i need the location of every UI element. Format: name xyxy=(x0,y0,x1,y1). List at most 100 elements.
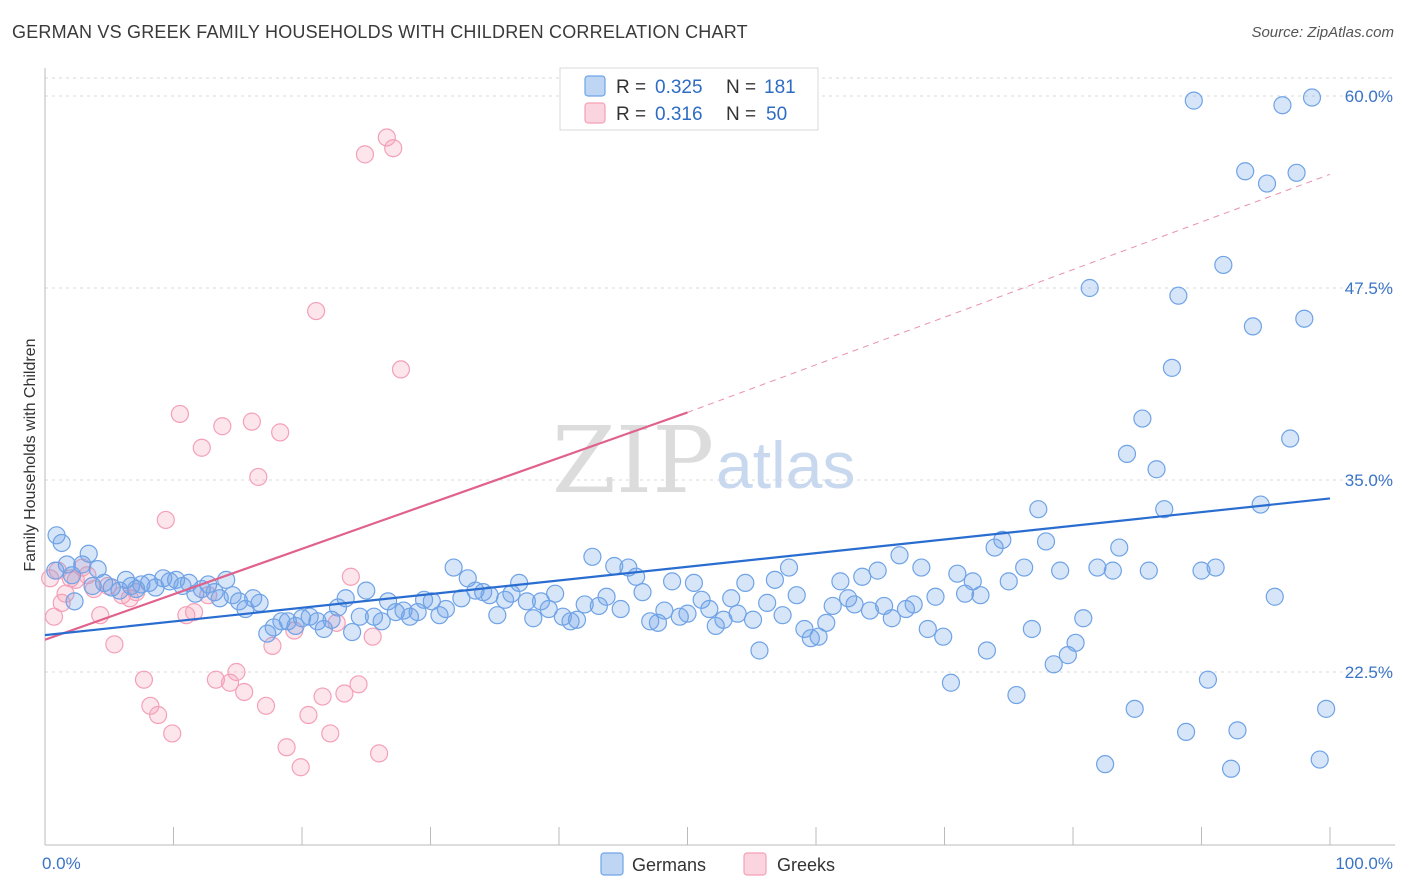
germans-point-16 xyxy=(132,575,151,594)
germans-point-135 xyxy=(985,538,1004,557)
germans-point-74 xyxy=(539,599,558,619)
germans-point-0 xyxy=(46,561,65,580)
germans-point-170 xyxy=(1243,317,1263,336)
germans-point-132 xyxy=(963,572,982,591)
germans-point-157 xyxy=(1147,460,1166,479)
germans-point-126 xyxy=(918,619,937,639)
germans-point-3 xyxy=(57,555,76,574)
germans-point-162 xyxy=(1184,91,1203,110)
germans-point-101 xyxy=(736,573,755,593)
germans-point-34 xyxy=(250,593,269,612)
germans-point-7 xyxy=(79,544,98,563)
greeks-point-52 xyxy=(391,360,411,379)
germans-point-150 xyxy=(1096,755,1115,774)
germans-point-8 xyxy=(83,576,102,596)
germans-point-60 xyxy=(436,599,456,619)
germans-point-146 xyxy=(1066,633,1085,652)
germans-point-37 xyxy=(272,612,291,631)
germans-points xyxy=(46,88,1336,778)
greeks-point-33 xyxy=(256,696,276,715)
germans-point-130 xyxy=(948,564,967,583)
germans-point-81 xyxy=(589,596,608,616)
germans-point-105 xyxy=(765,570,784,589)
germans-point-151 xyxy=(1103,561,1122,580)
germans-point-137 xyxy=(999,572,1018,591)
legend-germans-r-label: R = xyxy=(616,77,646,98)
germans-point-113 xyxy=(823,596,842,616)
legend-germans-n-label: N = xyxy=(726,77,756,98)
germans-point-172 xyxy=(1257,174,1277,193)
germans-point-143 xyxy=(1044,655,1063,674)
germans-point-142 xyxy=(1036,532,1056,551)
germans-point-51 xyxy=(372,612,391,631)
germans-point-144 xyxy=(1051,561,1070,580)
greeks-point-50 xyxy=(377,128,396,147)
germans-point-147 xyxy=(1074,609,1093,628)
germans-point-114 xyxy=(831,572,850,591)
germans-point-156 xyxy=(1139,561,1158,580)
greeks-point-36 xyxy=(277,738,296,757)
germans-point-125 xyxy=(912,558,931,577)
germans-point-73 xyxy=(531,592,551,611)
germans-point-17 xyxy=(139,573,159,593)
greeks-point-41 xyxy=(313,687,332,706)
germans-point-155 xyxy=(1133,409,1152,428)
germans-point-134 xyxy=(977,641,997,660)
germans-point-117 xyxy=(853,567,872,586)
germans-point-169 xyxy=(1236,162,1255,181)
germans-point-167 xyxy=(1221,759,1241,778)
germans-point-53 xyxy=(386,602,405,622)
greeks-point-12 xyxy=(105,635,124,654)
greeks-point-17 xyxy=(141,696,160,715)
x-tick-label-max: 100.0% xyxy=(1335,854,1393,873)
bottom-legend-swatch-germans xyxy=(600,852,624,876)
correlation-legend: R = 0.325 N = 181 R = 0.316 N = 50 xyxy=(559,67,819,131)
germans-point-24 xyxy=(186,584,205,603)
germans-point-107 xyxy=(779,558,799,577)
germans-point-154 xyxy=(1125,699,1144,718)
germans-point-102 xyxy=(743,610,763,629)
germans-point-40 xyxy=(292,609,312,628)
greeks-point-51 xyxy=(384,139,403,158)
greeks-point-18 xyxy=(148,705,168,725)
greeks-point-32 xyxy=(249,467,268,487)
greeks-point-24 xyxy=(192,438,211,457)
y-tick-label-0: 22.5% xyxy=(1345,663,1393,682)
germans-point-168 xyxy=(1228,721,1247,740)
trend-lines xyxy=(44,173,1331,641)
germans-point-75 xyxy=(546,584,565,603)
greeks-point-19 xyxy=(156,510,175,530)
germans-point-80 xyxy=(583,547,602,566)
germans-point-176 xyxy=(1287,163,1306,182)
germans-point-82 xyxy=(597,587,616,606)
greeks-point-28 xyxy=(220,673,240,692)
legend-greeks-n-label: N = xyxy=(726,104,756,125)
germans-trend-line xyxy=(44,497,1331,637)
germans-point-128 xyxy=(934,627,953,646)
germans-point-95 xyxy=(692,590,711,609)
germans-point-110 xyxy=(801,629,820,648)
germans-point-127 xyxy=(926,587,945,606)
germans-point-129 xyxy=(941,673,961,692)
germans-point-70 xyxy=(510,573,529,593)
germans-point-87 xyxy=(633,583,652,602)
source-label: Source: ZipAtlas.com xyxy=(1251,24,1394,41)
tick-labels: 22.5% 35.0% 47.5% 60.0% 0.0% 100.0% xyxy=(42,87,1393,873)
series-legend: Germans Greeks xyxy=(600,852,835,876)
germans-point-136 xyxy=(993,530,1012,550)
germans-point-111 xyxy=(809,627,828,646)
germans-point-71 xyxy=(517,592,536,611)
germans-point-165 xyxy=(1206,558,1225,577)
legend-swatch-greeks xyxy=(584,102,606,124)
greeks-point-46 xyxy=(349,675,368,694)
germans-point-67 xyxy=(488,606,507,625)
germans-point-148 xyxy=(1080,278,1099,298)
greeks-point-9 xyxy=(84,579,103,599)
germans-point-61 xyxy=(444,558,463,577)
germans-point-173 xyxy=(1265,587,1284,606)
bottom-legend-greeks: Greeks xyxy=(777,855,835,875)
germans-point-77 xyxy=(561,612,580,631)
germans-point-140 xyxy=(1022,619,1041,639)
germans-point-2 xyxy=(52,533,71,553)
